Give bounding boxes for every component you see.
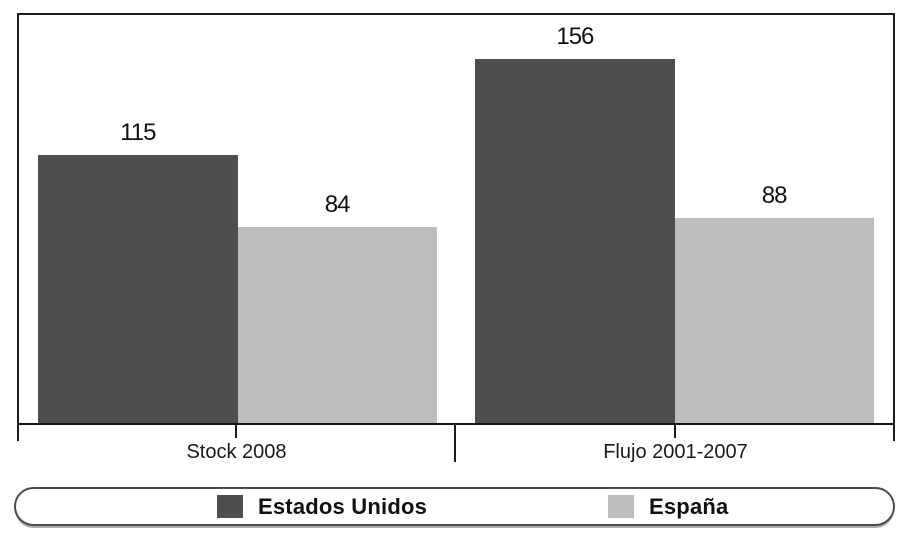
bar-column: 84 <box>237 15 437 423</box>
value-label-espana-stock: 84 <box>324 191 351 219</box>
legend-label-estados-unidos: Estados Unidos <box>258 493 428 519</box>
value-label-espana-flujo: 88 <box>761 181 788 209</box>
bar-column: 115 <box>38 15 238 423</box>
legend-label-espana: España <box>649 493 729 519</box>
bar-estados-unidos-stock-2008 <box>38 154 238 423</box>
plot-area: 115 84 156 88 <box>17 13 895 423</box>
axis-tick-flujo-center <box>674 423 676 438</box>
axis-tick-stock-center <box>235 423 237 438</box>
bar-column: 156 <box>475 15 675 423</box>
legend-swatch-estados-unidos <box>217 495 243 518</box>
chart-legend: Estados Unidos España <box>14 487 895 526</box>
category-label-flujo-2001-2007: Flujo 2001-2007 <box>603 441 748 463</box>
axis-tick-right-edge <box>893 423 895 441</box>
legend-swatch-espana <box>608 495 634 518</box>
axis-tick-left-edge <box>17 423 19 441</box>
value-label-estados-unidos-flujo: 156 <box>556 23 594 51</box>
bar-estados-unidos-flujo-2001-2007 <box>475 59 675 423</box>
bar-column: 88 <box>674 15 874 423</box>
x-axis-line <box>17 423 895 425</box>
legend-item-estados-unidos: Estados Unidos <box>217 489 427 524</box>
bar-espana-flujo-2001-2007 <box>674 217 874 423</box>
x-axis-category-labels: Stock 2008 Flujo 2001-2007 <box>17 440 895 464</box>
value-label-estados-unidos-stock: 115 <box>120 118 156 146</box>
category-group-flujo-2001-2007: 156 88 <box>456 15 893 423</box>
axis-tick-category-divider <box>454 423 456 462</box>
legend-item-espana: España <box>608 489 728 524</box>
category-group-stock-2008: 115 84 <box>19 15 456 423</box>
category-label-stock-2008: Stock 2008 <box>186 441 287 463</box>
bar-espana-stock-2008 <box>237 227 437 423</box>
